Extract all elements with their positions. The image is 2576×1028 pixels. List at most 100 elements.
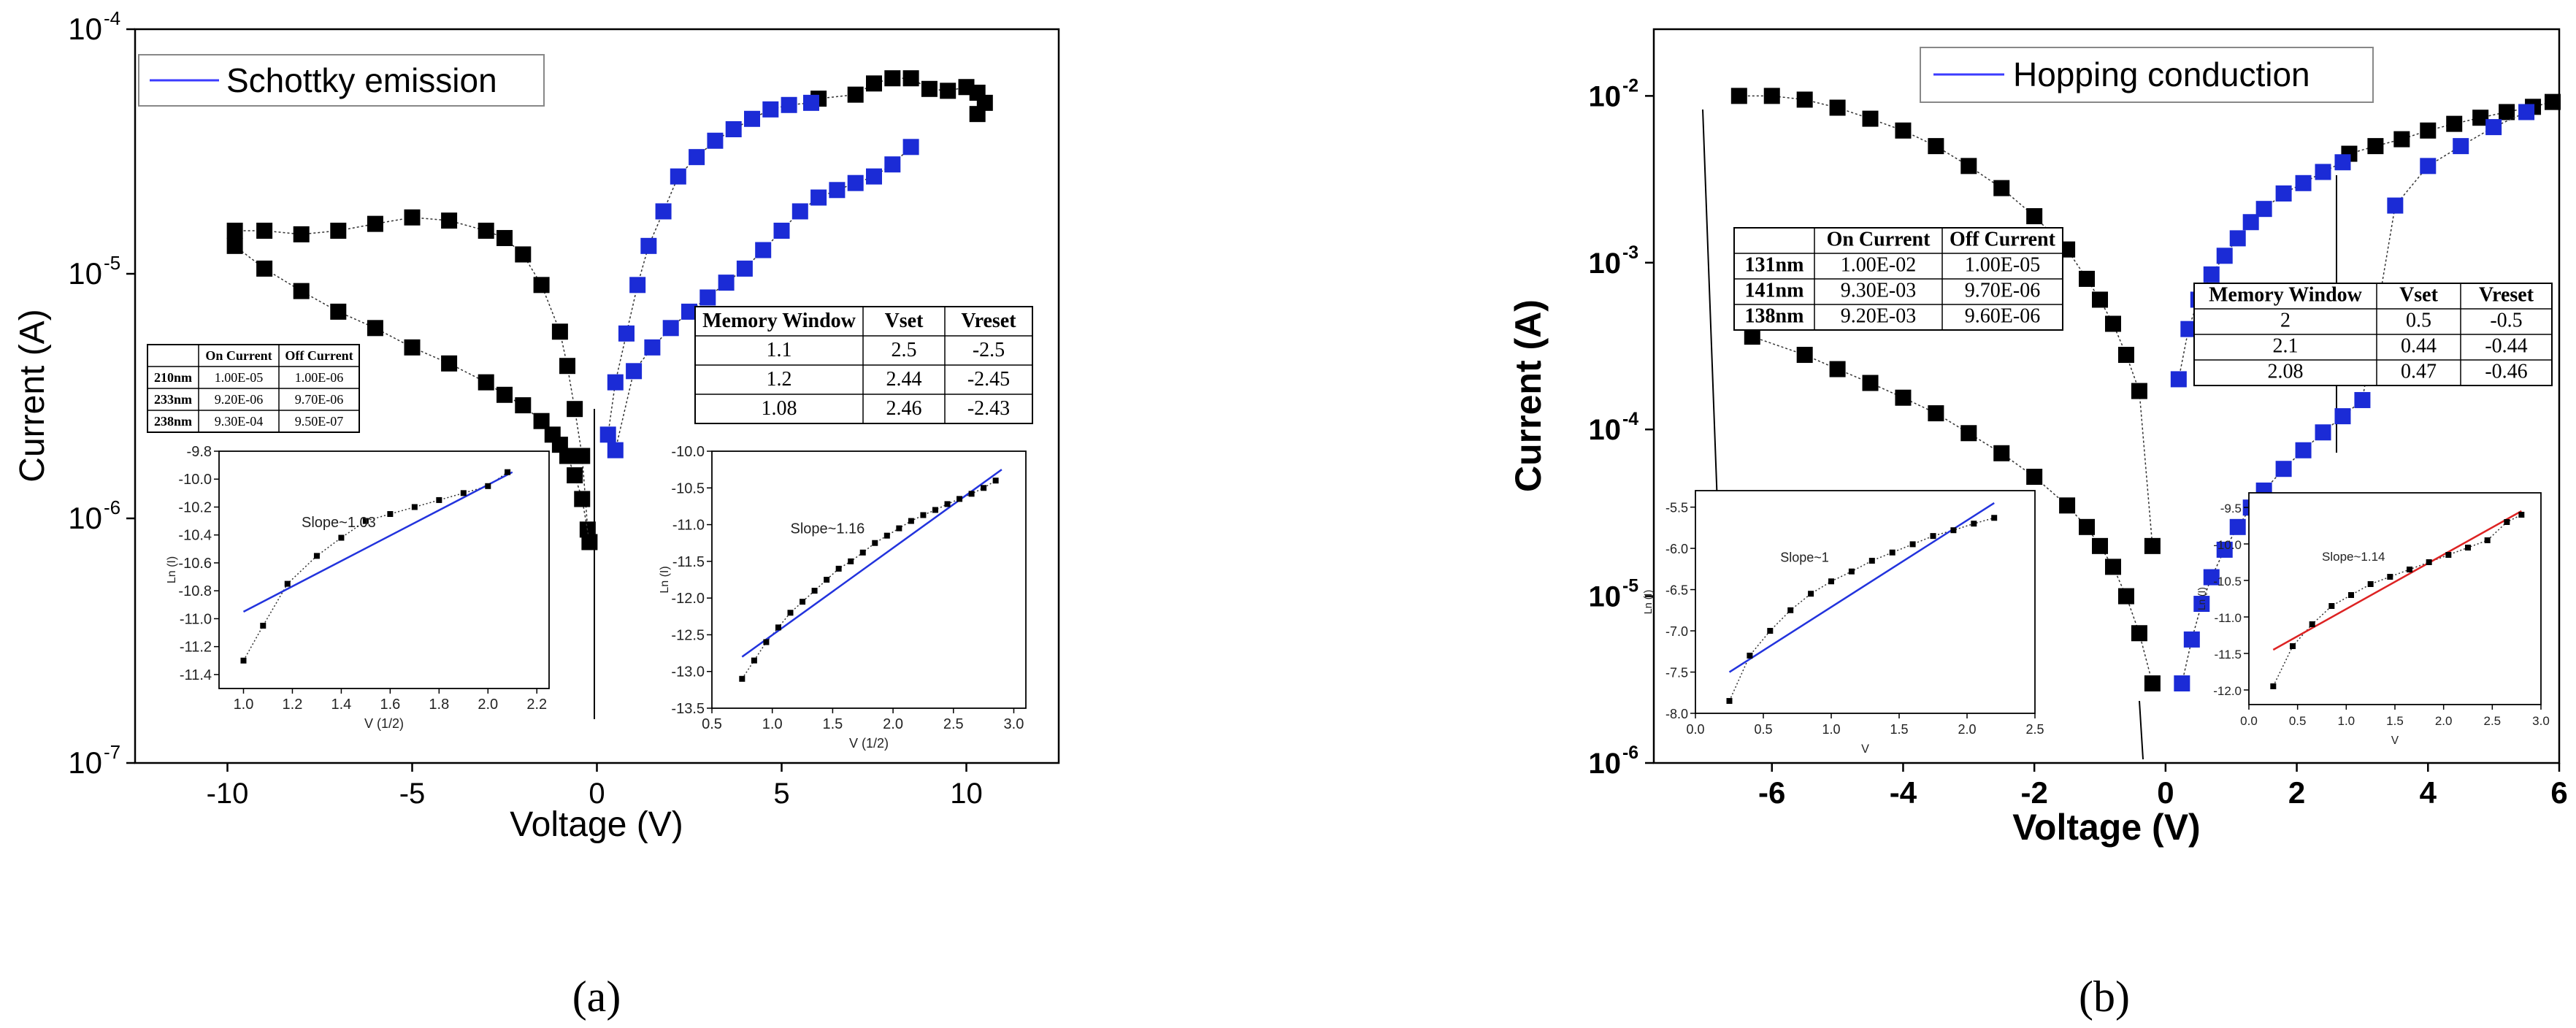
- panel-b-legend-label: Hopping conduction: [2013, 55, 2310, 93]
- table-cell: 0.47: [2401, 361, 2437, 383]
- data-point: [1928, 405, 1944, 422]
- inset-data-point: [1787, 607, 1794, 613]
- x-tick-label: -6: [1758, 775, 1785, 810]
- inset-y-tick-label: -13.0: [671, 664, 705, 680]
- panel-a-inset-left: 1.0 1.2 1.4 1.6 1.8 2.0 2.2 -9.8 -10.0 -10.2 -10.4…: [166, 444, 550, 731]
- y-tick-label: 10: [68, 256, 102, 291]
- data-point: [497, 386, 513, 403]
- data-point: [2242, 214, 2259, 231]
- y-tick-exponent: -6: [1622, 743, 1638, 763]
- data-point: [2117, 347, 2134, 364]
- data-point: [2393, 131, 2410, 147]
- table-cell: 9.60E-06: [1965, 305, 2040, 328]
- panel-b-plot-frame: [1652, 28, 2561, 764]
- inset-data-point: [1889, 549, 1895, 556]
- table-cell: 1.08: [762, 397, 797, 420]
- data-point: [1895, 389, 1912, 406]
- inset-data-point: [800, 599, 806, 605]
- inset-y-tick-label: -13.5: [671, 701, 705, 717]
- data-point: [707, 132, 724, 149]
- data-point: [2216, 248, 2233, 264]
- table-cell: 9.30E-04: [215, 414, 264, 429]
- panel-a-ylabel: Current (A): [13, 309, 52, 482]
- panel-b-series: [1730, 88, 2561, 692]
- data-point: [1829, 99, 1846, 116]
- data-point: [1796, 91, 1813, 108]
- panel-a-series: [226, 70, 993, 551]
- data-point: [810, 189, 827, 206]
- data-point: [2193, 596, 2210, 613]
- inset-x-tick-label: 1.5: [2386, 714, 2404, 728]
- y-tick-label: 10: [68, 745, 102, 780]
- data-point: [2026, 469, 2043, 486]
- y-tick-label: 10: [1589, 80, 1622, 112]
- inset-frame: [1695, 490, 2036, 714]
- inset-x-tick-label: 0.5: [2289, 714, 2307, 728]
- panel-b-x-ticks: -6 -4 -2 0 2 4 6: [1758, 763, 2568, 810]
- inset-data-point: [2445, 552, 2452, 558]
- data-point: [2079, 518, 2096, 535]
- table-header-cell: On Current: [1827, 229, 1931, 251]
- inset-xlabel: V (1/2): [849, 736, 889, 751]
- inset-x-tick-label: 0.0: [2240, 714, 2258, 728]
- inset-data-point: [387, 511, 394, 518]
- table-cell: 210nm: [154, 370, 192, 385]
- data-point: [2420, 122, 2437, 139]
- panel-a-y-ticks: 10-710-610-510-4: [68, 7, 135, 780]
- data-point: [293, 283, 310, 299]
- inset-x-tick-label: 3.0: [1004, 716, 1024, 732]
- inset-data-point: [872, 540, 878, 546]
- data-point: [256, 223, 273, 239]
- table-cell: 1.2: [767, 368, 792, 391]
- table-cell: -2.45: [967, 368, 1010, 391]
- table-cell: 2.08: [2268, 361, 2304, 383]
- inset-ylabel: Ln (I): [2196, 587, 2207, 610]
- inset-x-tick-label: 2.5: [943, 716, 964, 732]
- x-tick-label: -5: [399, 778, 426, 810]
- panel-a-xlabel: Voltage (V): [510, 805, 683, 844]
- inset-frame: [711, 450, 1027, 709]
- inset-data-point: [240, 657, 247, 664]
- data-point: [441, 355, 458, 372]
- series-blue-positive-lower: [2174, 104, 2535, 692]
- panel-b: Voltage (V) Current (A) -6 -4 -2 0 2 4 6 10 -61…: [1508, 28, 2568, 848]
- table-header-cell: Memory Window: [2209, 284, 2363, 307]
- table-cell: 233nm: [154, 392, 192, 407]
- inset-y-tick-label: -10.6: [178, 556, 212, 572]
- panel-b-ylabel: Current (A): [1508, 299, 1549, 492]
- data-point: [2420, 158, 2437, 174]
- data-point: [2275, 185, 2292, 202]
- data-point: [367, 320, 383, 337]
- table-cell: 2.1: [2273, 335, 2299, 358]
- panel-a-legend-label: Schottky emission: [226, 61, 497, 99]
- series-connector: [234, 217, 589, 530]
- series-black-set-region: [810, 70, 993, 123]
- y-tick-exponent: -2: [1622, 76, 1638, 96]
- inset-data-point: [896, 525, 902, 532]
- data-point: [2144, 675, 2161, 692]
- inset-data-point: [811, 588, 818, 594]
- data-point: [2170, 371, 2187, 388]
- inset-data-point: [436, 496, 442, 503]
- x-tick-label: 0: [589, 778, 605, 810]
- table-cell: 138nm: [1745, 305, 1804, 328]
- data-point: [330, 303, 347, 320]
- data-point: [2518, 104, 2535, 120]
- caption-a: (a): [572, 973, 621, 1021]
- inset-data-point: [883, 532, 890, 539]
- x-tick-label: -10: [207, 778, 249, 810]
- inset-data-point: [968, 491, 975, 497]
- inset-data-point: [2484, 537, 2491, 543]
- data-point: [902, 70, 919, 87]
- inset-x-tick-label: 2.2: [526, 697, 547, 713]
- table-cell: -0.44: [2485, 335, 2527, 358]
- series-black-negative-upper: [1730, 88, 2161, 554]
- data-point: [293, 226, 310, 242]
- data-point: [699, 289, 716, 306]
- panel-a-inset-right: 0.5 1.0 1.5 2.0 2.5 3.0 -10.0 -10.5 -11.0 -11.5 -1…: [659, 444, 1027, 751]
- inset-y-tick-label: -10.0: [671, 444, 705, 460]
- y-tick-label: 10: [1589, 748, 1622, 780]
- y-tick-exponent: -6: [104, 496, 120, 518]
- data-point: [2354, 391, 2371, 408]
- inset-data-point: [1808, 591, 1814, 597]
